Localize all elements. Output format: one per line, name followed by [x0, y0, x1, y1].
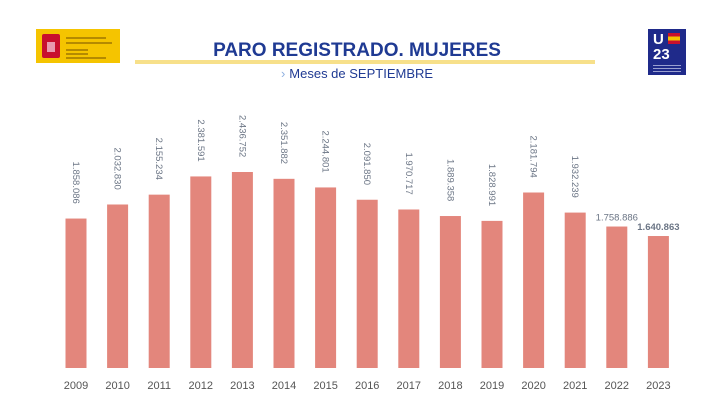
- data-label: 1.640.863: [637, 222, 679, 233]
- bar-2022: [606, 226, 628, 368]
- data-label: 1.932.239: [569, 156, 580, 198]
- x-tick-label: 2015: [313, 380, 337, 392]
- data-label: 2.032.830: [112, 147, 123, 189]
- bar-2021: [564, 212, 586, 368]
- bar-2011: [148, 194, 170, 368]
- bar-2019: [481, 220, 503, 368]
- data-label: 2.381.591: [195, 119, 206, 161]
- x-tick-label: 2023: [646, 380, 670, 392]
- title-underline: [135, 60, 595, 64]
- x-tick-label: 2017: [397, 380, 421, 392]
- bar-2013: [231, 172, 253, 368]
- bar-2018: [439, 216, 461, 368]
- data-label: 2.181.794: [528, 136, 539, 178]
- bar-2010: [107, 204, 129, 368]
- x-tick-label: 2010: [105, 380, 129, 392]
- data-label: 1.889.358: [444, 159, 455, 201]
- bar-2023: [647, 236, 669, 368]
- x-tick-label: 2022: [605, 380, 629, 392]
- x-tick-label: 2020: [521, 380, 545, 392]
- data-label: 2.436.752: [236, 115, 247, 157]
- x-tick-label: 2011: [147, 380, 171, 392]
- subtitle-text: Meses de SEPTIEMBRE: [289, 66, 434, 81]
- bar-2012: [190, 176, 212, 368]
- data-label: 2.244.801: [320, 130, 331, 172]
- spain-flag-icon: [668, 33, 680, 44]
- bar-2017: [398, 209, 420, 368]
- data-label: 2.155.234: [153, 138, 164, 180]
- x-tick-label: 2013: [230, 380, 254, 392]
- bar-2014: [273, 178, 295, 368]
- bar-2016: [356, 199, 378, 368]
- x-tick-label: 2009: [64, 380, 88, 392]
- bar-2015: [315, 187, 337, 368]
- x-tick-label: 2021: [563, 380, 587, 392]
- x-tick-label: 2018: [438, 380, 462, 392]
- data-label: 2.351.882: [278, 122, 289, 164]
- x-tick-label: 2012: [189, 380, 213, 392]
- data-label: 1.758.886: [596, 213, 638, 224]
- x-tick-label: 2014: [272, 380, 296, 392]
- data-label: 1.858.086: [70, 162, 81, 204]
- coat-of-arms-icon: [42, 34, 60, 58]
- bar-2020: [523, 192, 545, 368]
- bar-2009: [65, 218, 87, 368]
- page-title: PARO REGISTRADO. MUJERES: [213, 40, 501, 61]
- x-tick-label: 2016: [355, 380, 379, 392]
- data-label: 1.970.717: [403, 152, 414, 194]
- data-label: 1.828.991: [486, 164, 497, 206]
- page-subtitle: › Meses de SEPTIEMBRE: [0, 66, 714, 81]
- x-tick-label: 2019: [480, 380, 504, 392]
- data-label: 2.091.850: [361, 143, 372, 185]
- chevron-right-icon: ›: [280, 66, 286, 81]
- eu-presidency-logo: U 23: [648, 29, 686, 75]
- ministry-logo: [36, 29, 120, 63]
